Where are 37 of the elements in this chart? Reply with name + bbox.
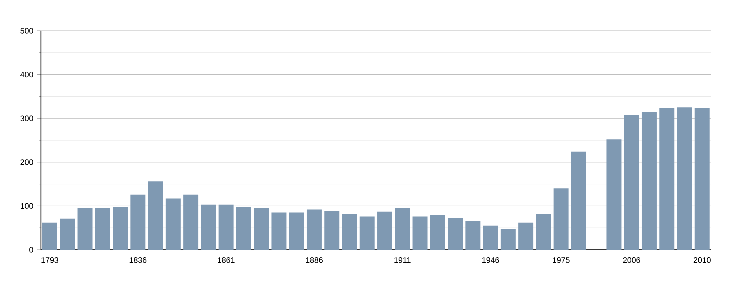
bar (694, 108, 710, 250)
bar (42, 222, 58, 250)
bar (677, 108, 692, 250)
bar (166, 198, 181, 250)
bar (554, 188, 569, 250)
bar (60, 218, 76, 250)
bar (518, 222, 534, 250)
bar (660, 108, 675, 250)
bar (148, 182, 164, 250)
bar (306, 210, 322, 250)
bar (272, 212, 287, 250)
bar (184, 194, 199, 250)
bar (378, 212, 392, 250)
bar (483, 226, 498, 250)
bar (536, 214, 552, 250)
bar (448, 218, 464, 250)
bar (342, 214, 358, 250)
bar (624, 116, 640, 250)
bar (324, 211, 340, 250)
bar (289, 212, 304, 250)
bar (95, 208, 110, 250)
bar (466, 221, 481, 250)
bar (254, 208, 270, 250)
bar (500, 228, 516, 250)
bar (236, 207, 252, 250)
bar (218, 204, 234, 250)
bar (113, 207, 128, 250)
bar (78, 208, 93, 250)
bar (571, 152, 586, 250)
bar (606, 140, 622, 250)
bar (201, 204, 216, 250)
bar (395, 208, 410, 250)
bar (412, 216, 428, 250)
bar (642, 112, 657, 250)
bar (360, 216, 375, 250)
bar (430, 214, 446, 250)
bar (130, 194, 146, 250)
